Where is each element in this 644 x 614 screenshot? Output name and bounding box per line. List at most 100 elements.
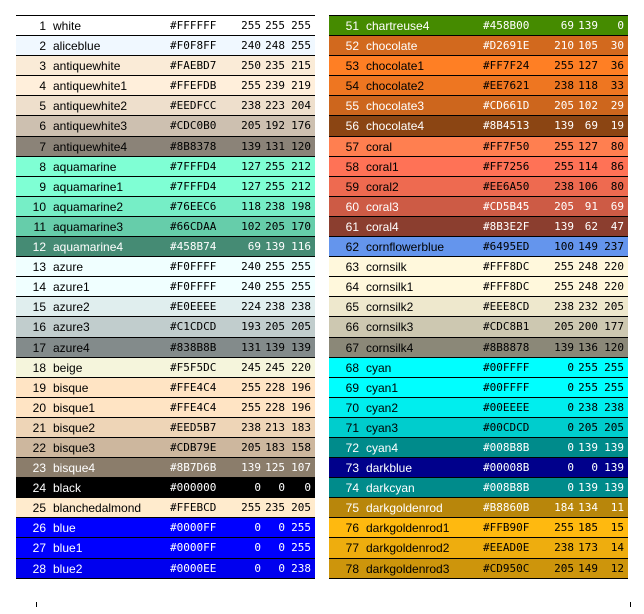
- color-name: blue2: [53, 561, 83, 576]
- color-name: antiquewhite3: [53, 119, 128, 134]
- color-hex: #EEE8CD: [483, 300, 530, 314]
- color-row: 51 chartreuse4 #458B00 69 139 0: [329, 16, 628, 37]
- color-green: 131: [265, 139, 285, 153]
- color-green: 255: [265, 179, 285, 193]
- color-green: 139: [578, 440, 598, 454]
- color-red: 127: [241, 179, 261, 193]
- color-row: 63 cornsilk #FFF8DC 255 248 220: [329, 257, 628, 278]
- color-green: 248: [578, 260, 598, 274]
- color-name: bisque3: [53, 440, 96, 455]
- color-hex: #00FFFF: [483, 380, 530, 394]
- color-name: chartreuse4: [366, 19, 430, 33]
- color-green: 127: [578, 59, 598, 73]
- color-green: 136: [578, 340, 598, 354]
- color-index: 56: [345, 119, 359, 134]
- color-red: 69: [247, 240, 261, 254]
- color-name: beige: [53, 360, 83, 375]
- color-row: 19 bisque #FFE4C4 255 228 196: [16, 377, 315, 398]
- color-name: cornflowerblue: [366, 240, 445, 255]
- color-blue: 29: [610, 99, 624, 113]
- color-hex: #FF7F24: [483, 59, 530, 73]
- color-index: 5: [39, 99, 46, 114]
- color-index: 60: [345, 199, 359, 214]
- color-red: 0: [567, 440, 574, 454]
- color-red: 0: [254, 521, 261, 535]
- color-green: 255: [265, 260, 285, 274]
- color-red: 100: [554, 240, 574, 254]
- color-name: darkblue: [366, 461, 413, 476]
- color-row: 18 beige #F5F5DC 245 245 220: [16, 357, 315, 378]
- color-name: aliceblue: [53, 39, 101, 54]
- color-row: 15 azure2 #E0EEEE 224 238 238: [16, 297, 315, 318]
- color-hex: #8B8878: [483, 340, 530, 354]
- color-name: aquamarine1: [53, 179, 124, 194]
- color-name: darkgoldenrod1: [366, 521, 450, 536]
- color-green: 223: [265, 99, 285, 113]
- color-name: coral: [366, 139, 393, 154]
- color-row: 27 blue1 #0000FF 0 0 255: [16, 538, 315, 559]
- color-hex: #FFF8DC: [483, 280, 530, 294]
- color-hex: #7FFFD4: [170, 159, 217, 173]
- color-red: 240: [241, 280, 261, 294]
- color-green: 205: [265, 219, 285, 233]
- color-green: 255: [265, 159, 285, 173]
- color-index: 13: [32, 260, 46, 275]
- color-green: 149: [578, 561, 598, 575]
- color-index: 2: [39, 39, 46, 54]
- color-row: 69 cyan1 #00FFFF 0 255 255: [329, 377, 628, 398]
- color-green: 228: [265, 400, 285, 414]
- color-red: 238: [241, 420, 261, 434]
- color-blue: 80: [610, 179, 624, 193]
- color-index: 17: [32, 340, 46, 355]
- color-row: 7 antiquewhite4 #8B8378 139 131 120: [16, 136, 315, 157]
- color-index: 64: [345, 280, 359, 295]
- color-blue: 0: [304, 481, 311, 495]
- color-index: 19: [32, 380, 46, 395]
- color-red: 240: [241, 39, 261, 53]
- color-index: 67: [345, 340, 359, 355]
- color-hex: #F0FFFF: [170, 260, 217, 274]
- color-index: 24: [32, 481, 46, 496]
- color-row: 11 aquamarine3 #66CDAA 102 205 170: [16, 216, 315, 238]
- color-hex: #CDC0B0: [170, 119, 217, 133]
- color-hex: #FFFFFF: [170, 19, 217, 32]
- color-row: 76 darkgoldenrod1 #FFB90F 255 185 15: [329, 518, 628, 539]
- color-blue: 255: [291, 39, 311, 53]
- color-row: 26 blue #0000FF 0 0 255: [16, 518, 315, 539]
- color-index: 53: [345, 59, 359, 74]
- color-index: 77: [345, 541, 359, 556]
- color-blue: 220: [291, 360, 311, 374]
- color-red: 205: [241, 119, 261, 133]
- color-row: 62 cornflowerblue #6495ED 100 149 237: [329, 237, 628, 258]
- color-green: 139: [265, 240, 285, 254]
- color-red: 205: [554, 561, 574, 575]
- color-green: 139: [578, 19, 598, 32]
- color-green: 91: [584, 199, 598, 213]
- color-name: cornsilk1: [366, 280, 414, 295]
- color-blue: 139: [604, 461, 624, 475]
- color-table-left: 1 white #FFFFFF 255 255 255 2 aliceblue #F0F8FF 2…: [16, 15, 315, 579]
- color-row: 20 bisque1 #FFE4C4 255 228 196: [16, 397, 315, 418]
- color-row: 22 bisque3 #CDB79E 205 183 158: [16, 437, 315, 459]
- color-row: 78 darkgoldenrod3 #CD950C 205 149 12: [329, 558, 628, 579]
- color-red: 205: [241, 440, 261, 454]
- color-green: 139: [265, 340, 285, 354]
- color-blue: 255: [604, 380, 624, 394]
- color-green: 183: [265, 440, 285, 454]
- color-green: 235: [265, 59, 285, 73]
- color-blue: 47: [610, 219, 624, 233]
- color-index: 63: [345, 260, 359, 275]
- color-name: coral1: [366, 159, 399, 174]
- color-blue: 120: [291, 139, 311, 153]
- color-blue: 120: [604, 340, 624, 354]
- color-red: 238: [554, 79, 574, 93]
- color-row: 71 cyan3 #00CDCD 0 205 205: [329, 417, 628, 438]
- color-green: 232: [578, 300, 598, 314]
- color-name: antiquewhite: [53, 59, 121, 74]
- color-blue: 19: [610, 119, 624, 133]
- color-red: 224: [241, 300, 261, 314]
- color-blue: 86: [610, 159, 624, 173]
- color-name: black: [53, 481, 82, 496]
- color-red: 131: [241, 340, 261, 354]
- color-index: 61: [345, 219, 359, 234]
